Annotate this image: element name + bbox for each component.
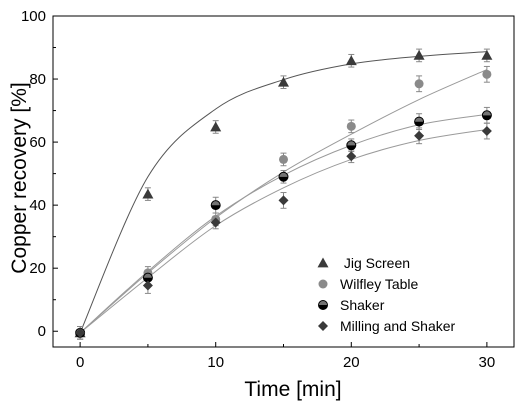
series-1-point bbox=[414, 79, 424, 89]
legend-marker-2-fill-top bbox=[318, 300, 328, 305]
x-tick-label: 20 bbox=[343, 354, 360, 371]
series-0-point bbox=[413, 49, 425, 60]
legend-label-0: Jig Screen bbox=[340, 255, 410, 271]
series-2-point-fill-top bbox=[143, 273, 153, 278]
series-2-point-fill-top bbox=[414, 117, 424, 122]
series-1-point bbox=[346, 121, 356, 131]
series-2-point-fill-top bbox=[279, 172, 288, 177]
series-3-point bbox=[278, 195, 289, 206]
series-0-point bbox=[345, 55, 357, 66]
series-2-point-fill-top bbox=[346, 140, 356, 146]
y-tick-label: 20 bbox=[29, 260, 46, 277]
series-2-point-fill-top bbox=[482, 110, 492, 116]
series-3-point bbox=[142, 280, 153, 291]
series-3-point bbox=[75, 327, 86, 338]
legend-marker-3 bbox=[318, 321, 328, 331]
x-tick-label: 0 bbox=[76, 354, 84, 371]
legend-label-1: Wilfley Table bbox=[340, 276, 419, 292]
legend-marker-2 bbox=[318, 300, 328, 310]
x-tick-label: 30 bbox=[479, 354, 496, 371]
series-2-point-fill bbox=[211, 205, 221, 210]
series-0-point bbox=[481, 49, 493, 60]
y-tick-label: 60 bbox=[29, 134, 46, 151]
x-axis-title: Time [min] bbox=[244, 378, 341, 401]
series-2-point bbox=[481, 110, 492, 121]
series-2-point-fill-top bbox=[211, 200, 221, 206]
ticks-layer: 0 10 20 30 0 20 40 60 80 100 bbox=[21, 8, 495, 371]
legend: Jig Screen Wilfley Table Shaker Milling and… bbox=[317, 255, 456, 334]
series-2-point-fill bbox=[482, 115, 492, 120]
series-2-point-fill bbox=[279, 176, 288, 182]
legend-marker-1 bbox=[318, 279, 328, 289]
series-1-point bbox=[279, 154, 288, 164]
legend-label-2: Shaker bbox=[340, 297, 385, 313]
series-2-fit-curve bbox=[79, 113, 487, 334]
series-2-point bbox=[414, 116, 425, 127]
series-0-point bbox=[210, 121, 222, 132]
legend-label-3: Milling and Shaker bbox=[340, 318, 456, 334]
y-tick-label: 0 bbox=[38, 323, 46, 340]
series-2-point bbox=[346, 140, 357, 151]
series-1-point bbox=[482, 69, 492, 79]
series-0-point bbox=[142, 188, 154, 199]
series-0-point bbox=[278, 76, 289, 87]
series-3-point bbox=[481, 126, 492, 137]
series-2-point bbox=[278, 171, 289, 182]
series-3-point bbox=[346, 151, 357, 162]
series-2-point-fill bbox=[143, 277, 153, 283]
series-2-point bbox=[142, 272, 153, 283]
y-axis-title: Copper recovery [%] bbox=[8, 82, 31, 273]
legend-marker-0 bbox=[317, 257, 329, 268]
series-2-point-fill bbox=[346, 145, 356, 150]
series-2-point-fill bbox=[414, 121, 424, 127]
series-2-point bbox=[210, 200, 221, 211]
y-tick-label: 80 bbox=[29, 71, 46, 88]
series-3-point bbox=[210, 217, 221, 228]
series-3-point bbox=[414, 130, 425, 141]
data-markers bbox=[74, 49, 493, 338]
y-tick-label: 100 bbox=[21, 8, 46, 25]
y-tick-label: 40 bbox=[29, 197, 46, 214]
x-tick-label: 10 bbox=[207, 354, 224, 371]
legend-marker-2-fill bbox=[318, 305, 328, 310]
